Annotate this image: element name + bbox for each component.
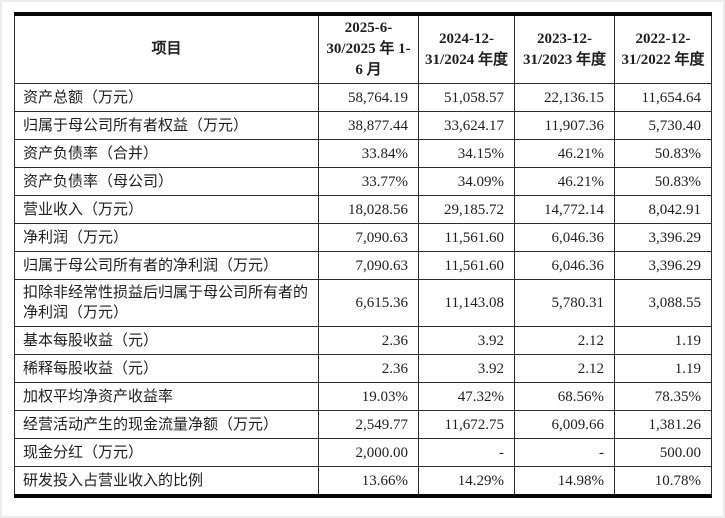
cell-value: 6,046.36 <box>514 251 615 280</box>
cell-value: 14.98% <box>514 466 615 497</box>
table-row: 扣除非经常性损益后归属于母公司所有者的净利润（万元） 6,615.36 11,143… <box>14 279 712 327</box>
column-header-period-1: 2025-6-30/2025 年 1-6 月 <box>318 13 419 84</box>
row-label: 资产负债率（合并） <box>14 139 319 168</box>
table-row: 归属于母公司所有者的净利润（万元） 7,090.63 11,561.60 6,046.… <box>14 251 712 280</box>
cell-value: 2,549.77 <box>318 410 419 439</box>
cell-value: 11,907.36 <box>514 111 615 140</box>
cell-value: 29,185.72 <box>418 195 515 224</box>
table-row: 现金分红（万元） 2,000.00- -500.00 <box>14 438 712 467</box>
row-label: 现金分红（万元） <box>14 438 319 467</box>
cell-value: 46.21% <box>514 167 615 196</box>
cell-value: 14,772.14 <box>514 195 615 224</box>
cell-value: 46.21% <box>514 139 615 168</box>
cell-value: 34.09% <box>418 167 515 196</box>
row-label: 稀释每股收益（元） <box>14 354 319 383</box>
row-label: 归属于母公司所有者的净利润（万元） <box>14 251 319 280</box>
table-row: 资产负债率（母公司） 33.77% 34.09% 46.21% 50.83% <box>14 167 712 196</box>
cell-value: 14.29% <box>418 466 515 497</box>
cell-value: 6,046.36 <box>514 223 615 252</box>
cell-value: 1.19 <box>614 326 712 355</box>
table-row: 营业收入（万元） 18,028.56 29,185.72 14,772.14 8,042… <box>14 195 712 224</box>
cell-value: 500.00 <box>614 438 712 467</box>
cell-value: 1,381.26 <box>614 410 712 439</box>
cell-value: 50.83% <box>614 139 712 168</box>
cell-value: 68.56% <box>514 382 615 411</box>
cell-value: 58,764.19 <box>318 83 419 112</box>
cell-value: 7,090.63 <box>318 223 419 252</box>
cell-value: 2.36 <box>318 354 419 383</box>
cell-value: 19.03% <box>318 382 419 411</box>
cell-value: 38,877.44 <box>318 111 419 140</box>
cell-value: 51,058.57 <box>418 83 515 112</box>
cell-value: 3,396.29 <box>614 251 712 280</box>
cell-value: - <box>418 438 515 467</box>
row-label: 营业收入（万元） <box>14 195 319 224</box>
row-label: 加权平均净资产收益率 <box>14 382 319 411</box>
cell-value: 3.92 <box>418 326 515 355</box>
column-header-period-4: 2022-12-31/2022 年度 <box>614 13 712 84</box>
table-row: 资产负债率（合并） 33.84% 34.15% 46.21% 50.83% <box>14 139 712 168</box>
column-header-period-2: 2024-12-31/2024 年度 <box>418 13 515 84</box>
table-row: 资产总额（万元） 58,764.19 51,058.57 22,136.15 11,65… <box>14 83 712 112</box>
table-row: 稀释每股收益（元） 2.36 3.92 2.12 1.19 <box>14 354 712 383</box>
cell-value: 50.83% <box>614 167 712 196</box>
cell-value: 11,654.64 <box>614 83 712 112</box>
cell-value: 22,136.15 <box>514 83 615 112</box>
row-label: 经营活动产生的现金流量净额（万元） <box>14 410 319 439</box>
cell-value: 3,088.55 <box>614 279 712 327</box>
cell-value: 18,028.56 <box>318 195 419 224</box>
cell-value: 5,780.31 <box>514 279 615 327</box>
cell-value: 7,090.63 <box>318 251 419 280</box>
cell-value: 13.66% <box>318 466 419 497</box>
cell-value: 33.77% <box>318 167 419 196</box>
table-row: 研发投入占营业收入的比例 13.66% 14.29% 14.98% 10.78% <box>14 466 712 497</box>
cell-value: 33.84% <box>318 139 419 168</box>
cell-value: 11,672.75 <box>418 410 515 439</box>
row-label: 资产总额（万元） <box>14 83 319 112</box>
financial-summary-table: 项目 2025-6-30/2025 年 1-6 月 2024-12-31/202… <box>14 12 712 498</box>
cell-value: 2.36 <box>318 326 419 355</box>
cell-value: 3.92 <box>418 354 515 383</box>
column-header-item: 项目 <box>14 13 319 84</box>
row-label: 基本每股收益（元） <box>14 326 319 355</box>
cell-value: 1.19 <box>614 354 712 383</box>
table-row: 基本每股收益（元） 2.36 3.92 2.12 1.19 <box>14 326 712 355</box>
header-row: 项目 2025-6-30/2025 年 1-6 月 2024-12-31/202… <box>14 13 712 84</box>
cell-value: - <box>514 438 615 467</box>
table-row: 净利润（万元） 7,090.63 11,561.60 6,046.36 3,396.29 <box>14 223 712 252</box>
row-label: 净利润（万元） <box>14 223 319 252</box>
cell-value: 47.32% <box>418 382 515 411</box>
table-row: 归属于母公司所有者权益（万元） 38,877.44 33,624.17 11,907.… <box>14 111 712 140</box>
cell-value: 11,143.08 <box>418 279 515 327</box>
row-label: 扣除非经常性损益后归属于母公司所有者的净利润（万元） <box>14 279 319 327</box>
cell-value: 34.15% <box>418 139 515 168</box>
cell-value: 8,042.91 <box>614 195 712 224</box>
cell-value: 5,730.40 <box>614 111 712 140</box>
cell-value: 2,000.00 <box>318 438 419 467</box>
table-row: 加权平均净资产收益率 19.03% 47.32% 68.56% 78.35% <box>14 382 712 411</box>
cell-value: 11,561.60 <box>418 251 515 280</box>
cell-value: 11,561.60 <box>418 223 515 252</box>
cell-value: 3,396.29 <box>614 223 712 252</box>
table-row: 经营活动产生的现金流量净额（万元） 2,549.77 11,672.75 6,009.… <box>14 410 712 439</box>
column-header-period-3: 2023-12-31/2023 年度 <box>514 13 615 84</box>
row-label: 研发投入占营业收入的比例 <box>14 466 319 497</box>
cell-value: 10.78% <box>614 466 712 497</box>
cell-value: 33,624.17 <box>418 111 515 140</box>
row-label: 归属于母公司所有者权益（万元） <box>14 111 319 140</box>
cell-value: 6,009.66 <box>514 410 615 439</box>
cell-value: 2.12 <box>514 354 615 383</box>
row-label: 资产负债率（母公司） <box>14 167 319 196</box>
cell-value: 78.35% <box>614 382 712 411</box>
cell-value: 2.12 <box>514 326 615 355</box>
cell-value: 6,615.36 <box>318 279 419 327</box>
